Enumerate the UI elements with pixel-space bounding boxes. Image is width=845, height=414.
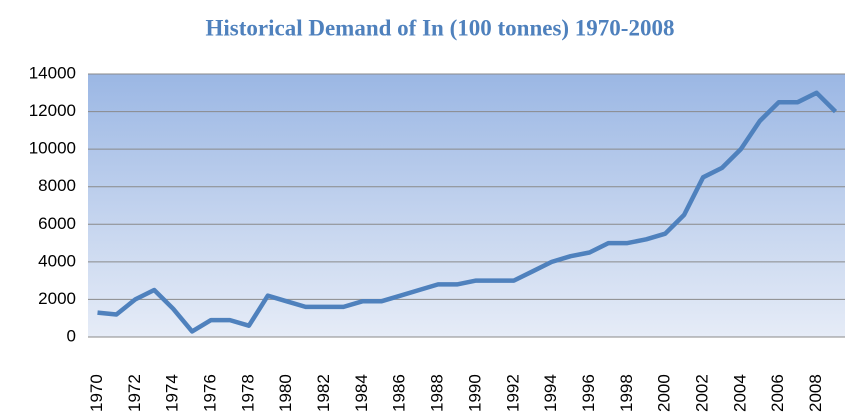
x-tick-label: 1990 bbox=[465, 374, 484, 412]
line-series bbox=[97, 90, 838, 334]
x-tick-label: 1984 bbox=[352, 374, 371, 412]
plot-area bbox=[88, 74, 845, 337]
x-tick-label: 1972 bbox=[125, 374, 144, 412]
x-tick-label: 1970 bbox=[87, 374, 106, 412]
x-tick-label: 2004 bbox=[730, 374, 749, 412]
x-tick-label: 1998 bbox=[617, 374, 636, 412]
x-tick-label: 1978 bbox=[238, 374, 257, 412]
y-tick-label: 14000 bbox=[29, 63, 76, 82]
x-tick-label: 1988 bbox=[428, 374, 447, 412]
y-tick-label: 12000 bbox=[29, 101, 76, 120]
x-tick-label: 2002 bbox=[693, 374, 712, 412]
y-tick-label: 6000 bbox=[38, 214, 76, 233]
y-tick-label: 0 bbox=[67, 326, 76, 345]
chart-title: Historical Demand of In (100 tonnes) 197… bbox=[206, 15, 675, 40]
x-tick-label: 1996 bbox=[579, 374, 598, 412]
y-tick-label: 2000 bbox=[38, 289, 76, 308]
x-tick-label: 2008 bbox=[806, 374, 825, 412]
y-tick-label: 10000 bbox=[29, 139, 76, 158]
x-tick-label: 1986 bbox=[390, 374, 409, 412]
y-tick-label: 8000 bbox=[38, 176, 76, 195]
x-tick-label: 1994 bbox=[541, 374, 560, 412]
x-tick-label: 1976 bbox=[200, 374, 219, 412]
x-tick-label: 1980 bbox=[276, 374, 295, 412]
x-tick-label: 1982 bbox=[314, 374, 333, 412]
x-tick-label: 1992 bbox=[503, 374, 522, 412]
y-tick-label: 4000 bbox=[38, 251, 76, 270]
x-tick-label: 2000 bbox=[655, 374, 674, 412]
x-tick-label: 1974 bbox=[163, 374, 182, 412]
x-tick-label: 2006 bbox=[768, 374, 787, 412]
